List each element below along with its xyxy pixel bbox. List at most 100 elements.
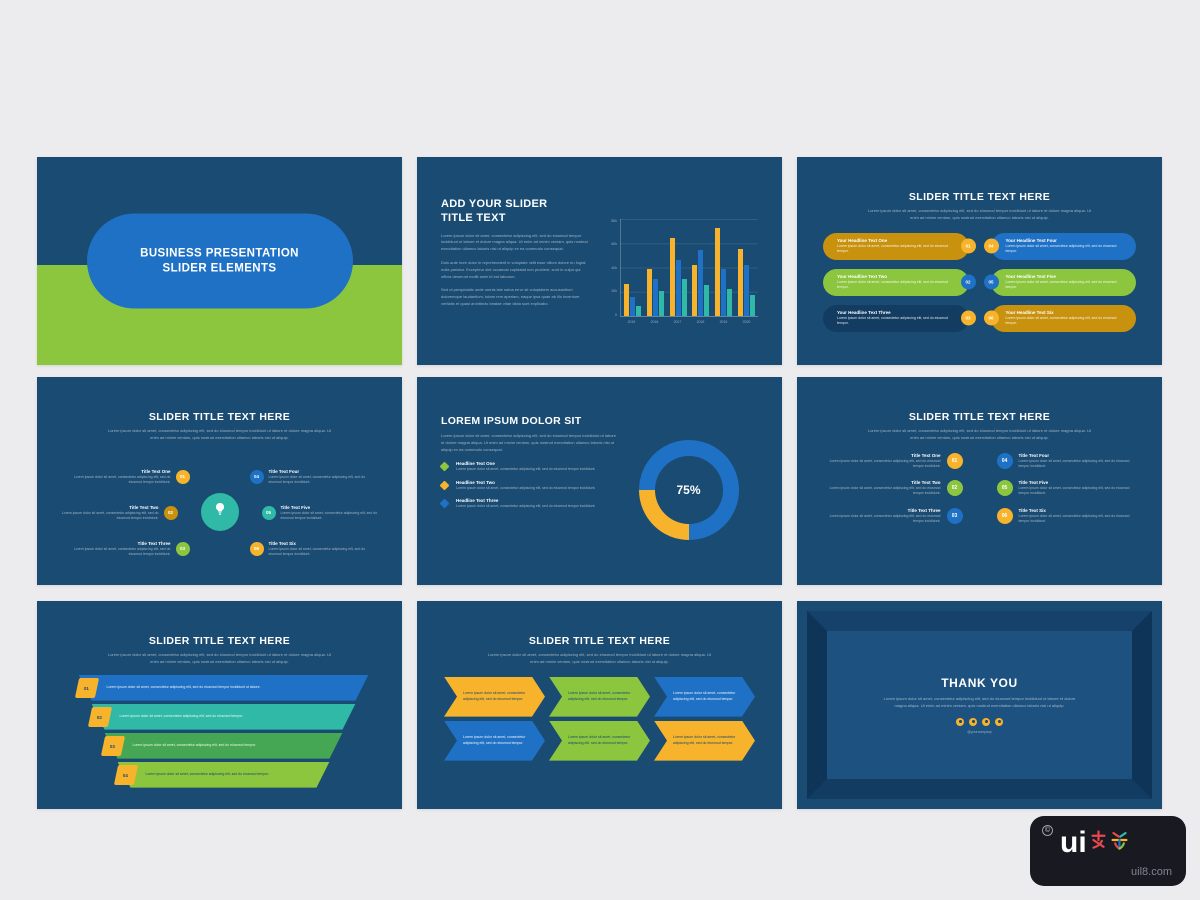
facebook-icon[interactable] xyxy=(956,717,964,726)
slide-bar-chart[interactable]: ADD YOUR SLIDER TITLE TEXT Lorem ipsum d… xyxy=(417,157,782,365)
slide-donut-chart[interactable]: LOREM IPSUM DOLOR SIT Lorem ipsum dolor … xyxy=(417,377,782,585)
funnel-step[interactable]: 03 Lorem ipsum dolor sit amet, consectet… xyxy=(79,733,375,759)
slide-funnel[interactable]: SLIDER TITLE TEXT HERE Lorem ipsum dolor… xyxy=(37,601,402,809)
diamond-bullet-icon xyxy=(439,461,450,472)
instagram-icon[interactable] xyxy=(995,717,1003,726)
slide-thank-you[interactable]: THANK YOU Lorem ipsum dolor sit amet, co… xyxy=(797,601,1162,809)
list-item[interactable]: 05 Title Text Five Lorem ipsum dolor sit… xyxy=(996,480,1137,497)
bar-chart: 80k 60k 40k 20k 0 2015 2016 2017 2018 2019 2020 xyxy=(607,197,758,345)
watermark-site-link[interactable]: uil8.com xyxy=(1131,866,1172,878)
hub-item[interactable]: Title Text One Lorem ipsum dolor sit ame… xyxy=(63,469,190,486)
headline-pill[interactable]: Your Headline Text Four Lorem ipsum dolo… xyxy=(983,232,1136,260)
ui8-logo: ui xyxy=(1060,826,1087,859)
chevron-step[interactable]: Lorem ipsum dolor sit amet, consectetur … xyxy=(444,677,545,717)
bullet-item[interactable]: Headline Text One Lorem ipsum dolor sit … xyxy=(439,461,619,472)
hub-item[interactable]: 04 Title Text Four Lorem ipsum dolor sit… xyxy=(249,468,377,486)
linkedin-icon[interactable] xyxy=(982,717,990,726)
bar-group xyxy=(669,219,687,316)
list-item[interactable]: 04 Title Text Four Lorem ipsum dolor sit… xyxy=(996,453,1137,470)
slide-chevron-process[interactable]: SLIDER TITLE TEXT HERE Lorem ipsum dolor… xyxy=(417,601,782,809)
list-item[interactable]: Title Text One Lorem ipsum dolor sit ame… xyxy=(823,453,963,470)
list-item-body: Lorem ipsum dolor sit amet, consectetur … xyxy=(829,486,941,496)
hub-number-badge: 03 xyxy=(175,541,190,556)
bar xyxy=(669,237,675,316)
bar xyxy=(681,279,687,316)
funnel-step[interactable]: 01 Lorem ipsum dolor sit amet, consectet… xyxy=(74,675,375,701)
x-tick-label: 2020 xyxy=(742,319,751,324)
funnel-step[interactable]: 04 Lorem ipsum dolor sit amet, consectet… xyxy=(79,762,375,788)
headline-pill[interactable]: Your Headline Text Six Lorem ipsum dolor… xyxy=(983,304,1136,332)
list-item-title: Title Text Two xyxy=(911,480,941,486)
headline-pill[interactable]: Your Headline Text One Lorem ipsum dolor… xyxy=(823,232,976,260)
chevron-step[interactable]: Lorem ipsum dolor sit amet, consectetur … xyxy=(549,677,650,717)
diamond-bullet-icon xyxy=(439,498,450,509)
hub-item[interactable]: 06 Title Text Six Lorem ipsum dolor sit … xyxy=(249,540,377,558)
slide-hub-diagram[interactable]: SLIDER TITLE TEXT HERE Lorem ipsum dolor… xyxy=(37,377,402,585)
y-tick-label: 20k xyxy=(611,289,617,293)
chevron-step[interactable]: Lorem ipsum dolor sit amet, consectetur … xyxy=(654,721,755,761)
slide-title-line2: TITLE TEXT xyxy=(441,212,506,225)
headline-pill[interactable]: Your Headline Text Two Lorem ipsum dolor… xyxy=(823,268,976,296)
pill-body: Lorem ipsum dolor sit amet, consectetur … xyxy=(1005,280,1117,290)
ui8-watermark[interactable]: © ui uil8.com xyxy=(1030,816,1186,886)
list-item[interactable]: Title Text Three Lorem ipsum dolor sit a… xyxy=(823,508,963,525)
funnel-step-text: Lorem ipsum dolor sit amet, consectetur … xyxy=(132,742,257,747)
hub-number-badge: 06 xyxy=(249,541,264,556)
slide-subtitle: Lorem ipsum dolor sit amet, consectetur … xyxy=(107,652,331,664)
pill-headline: Your Headline Text One xyxy=(837,238,888,244)
list-item-title: Title Text Three xyxy=(907,507,941,513)
bar xyxy=(629,297,635,316)
bullet-body: Lorem ipsum dolor sit amet, consectetur … xyxy=(456,467,596,472)
slide-subtitle: Lorem ipsum dolor sit amet, consectetur … xyxy=(487,652,711,664)
hub-item[interactable]: Title Text Two Lorem ipsum dolor sit ame… xyxy=(51,505,178,522)
slide-title: SLIDER TITLE TEXT HERE xyxy=(908,411,1051,423)
slide-title: LOREM IPSUM DOLOR SIT xyxy=(441,415,582,427)
funnel-number-tab: 03 xyxy=(100,735,125,756)
hub-item-body: Lorem ipsum dolor sit amet, consectetur … xyxy=(61,510,159,520)
lightbulb-icon xyxy=(212,501,228,522)
hub-item[interactable]: Title Text Three Lorem ipsum dolor sit a… xyxy=(63,541,190,558)
body-paragraph: Lorem ipsum dolor sit amet, consectetur … xyxy=(441,433,616,452)
list-item[interactable]: Title Text Two Lorem ipsum dolor sit ame… xyxy=(823,480,963,497)
list-item-title: Title Text Six xyxy=(1018,507,1046,513)
y-tick-label: 60k xyxy=(611,242,617,246)
hub-item[interactable]: 05 Title Text Five Lorem ipsum dolor sit… xyxy=(261,505,389,522)
y-tick-label: 40k xyxy=(611,265,617,270)
funnel-step[interactable]: 02 Lorem ipsum dolor sit amet, consectet… xyxy=(79,704,375,730)
thank-you-body: Lorem ipsum dolor sit amet, consectetur … xyxy=(883,696,1076,708)
list-number-badge: 05 xyxy=(996,480,1013,497)
hub-item-title: Title Text Four xyxy=(268,468,300,474)
hub-item-title: Title Text Three xyxy=(137,540,171,546)
bullet-item[interactable]: Headline Text Two Lorem ipsum dolor sit … xyxy=(439,480,619,491)
pill-number-badge: 04 xyxy=(983,238,999,254)
hub-item-title: Title Text Six xyxy=(268,540,296,546)
bar xyxy=(635,305,641,316)
bullet-item[interactable]: Headline Text Three Lorem ipsum dolor si… xyxy=(439,498,619,509)
bar xyxy=(698,250,704,316)
headline-pill[interactable]: Your Headline Text Three Lorem ipsum dol… xyxy=(823,304,976,332)
slide-headline-pills[interactable]: SLIDER TITLE TEXT HERE Lorem ipsum dolor… xyxy=(797,157,1162,365)
funnel-step-text: Lorem ipsum dolor sit amet, consectetur … xyxy=(145,771,270,776)
chevron-step[interactable]: Lorem ipsum dolor sit amet, consectetur … xyxy=(444,721,545,761)
funnel-number: 03 xyxy=(109,743,115,749)
headline-pill[interactable]: Your Headline Text Five Lorem ipsum dolo… xyxy=(983,268,1136,296)
bar xyxy=(646,269,652,316)
slide-two-column-list[interactable]: SLIDER TITLE TEXT HERE Lorem ipsum dolor… xyxy=(797,377,1162,585)
twitter-icon[interactable] xyxy=(969,717,977,726)
slide-title: SLIDER TITLE TEXT HERE xyxy=(528,635,671,647)
slide-cover[interactable]: BUSINESS PRESENTATION SLIDER ELEMENTS xyxy=(37,157,402,365)
hub-number-badge: 01 xyxy=(175,469,190,484)
list-number-badge: 03 xyxy=(946,507,963,524)
list-item-body: Lorem ipsum dolor sit amet, consectetur … xyxy=(829,458,941,468)
chevron-step[interactable]: Lorem ipsum dolor sit amet, consectetur … xyxy=(549,721,650,761)
slide-title: SLIDER TITLE TEXT HERE xyxy=(148,635,291,647)
hub-item-body: Lorem ipsum dolor sit amet, consectetur … xyxy=(268,474,366,484)
chevron-step[interactable]: Lorem ipsum dolor sit amet, consectetur … xyxy=(654,677,755,717)
pill-number-badge: 05 xyxy=(983,274,999,290)
thank-you-title: THANK YOU xyxy=(941,676,1018,691)
hub-item-body: Lorem ipsum dolor sit amet, consectetur … xyxy=(73,474,171,484)
chevron-text: Lorem ipsum dolor sit amet, consectetur … xyxy=(673,735,736,745)
social-icons-row xyxy=(956,717,1003,726)
list-item[interactable]: 06 Title Text Six Lorem ipsum dolor sit … xyxy=(996,507,1137,525)
